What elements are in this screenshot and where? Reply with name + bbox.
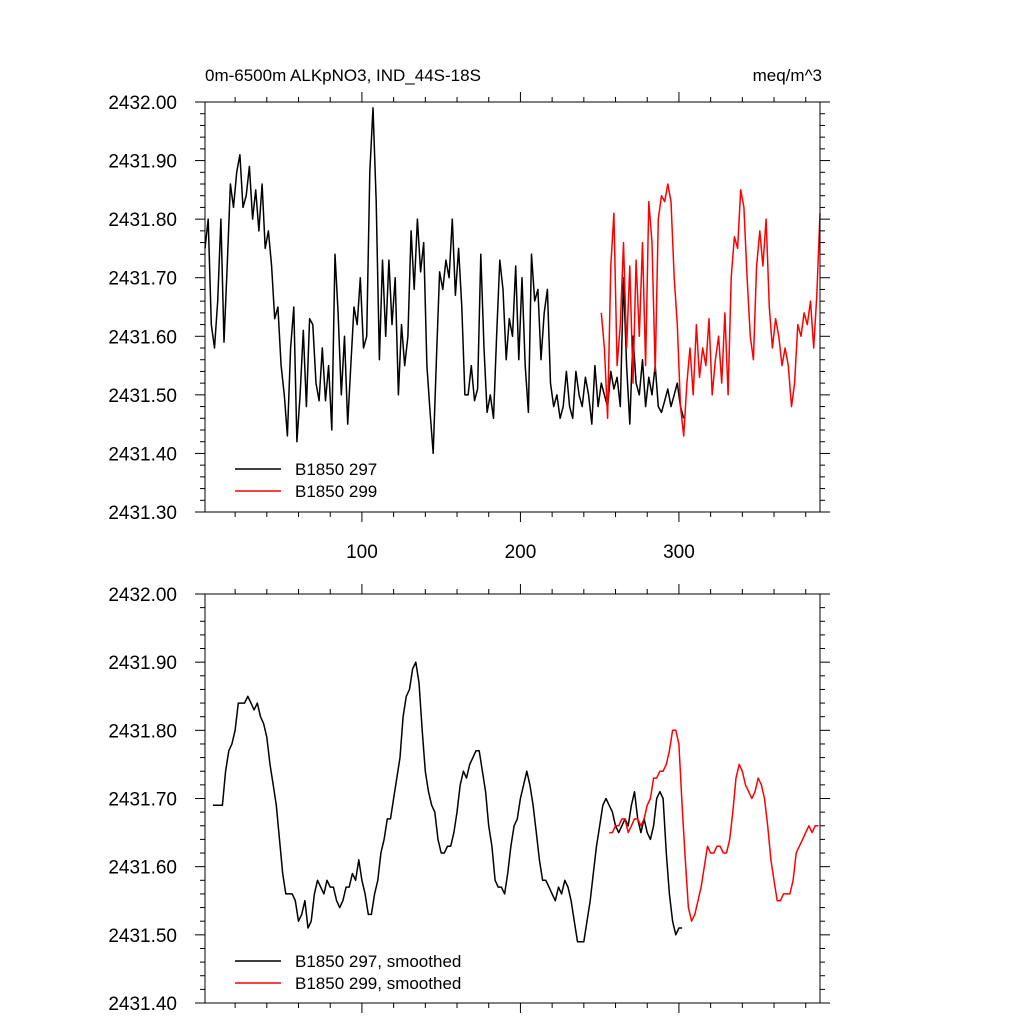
bottom-legend-label-297: B1850 297, smoothed — [295, 952, 461, 971]
bottom-panel: 2431.40 2431.50 2431.60 2431.70 2431.80 2431.… — [108, 584, 830, 1015]
top-legend-label-299: B1850 299 — [295, 482, 377, 501]
top-ytick-label: 2432.00 — [108, 93, 177, 114]
bottom-ytick-label: 2431.40 — [108, 994, 177, 1015]
bottom-ytick-label: 2431.60 — [108, 858, 177, 879]
top-ytick-label: 2431.60 — [108, 327, 177, 348]
top-series-line-297 — [204, 107, 685, 455]
bottom-series — [212, 661, 819, 943]
top-ytick-label: 2431.70 — [108, 269, 177, 290]
top-ytick-label: 2431.50 — [108, 386, 177, 407]
top-plot-frame — [204, 101, 821, 513]
bottom-ytick-label: 2431.50 — [108, 926, 177, 947]
bottom-series-line-299 — [609, 729, 819, 922]
top-series-line-299 — [600, 183, 821, 437]
bottom-legend: B1850 297, smoothed B1850 299, smoothed — [235, 952, 461, 993]
bottom-plot-frame — [204, 593, 821, 1004]
top-legend: B1850 297 B1850 299 — [235, 460, 377, 501]
bottom-ytick-label: 2431.80 — [108, 721, 177, 742]
top-series — [204, 107, 821, 455]
top-ytick-label: 2431.30 — [108, 503, 177, 524]
bottom-ytick-label: 2432.00 — [108, 585, 177, 606]
top-panel: 0m-6500m ALKpNO3, IND_44S-18S meq/m^3 24… — [108, 66, 830, 563]
top-ticks: 2431.30 2431.40 2431.50 2431.60 2431.70 2431.… — [108, 92, 830, 563]
top-ytick-label: 2431.40 — [108, 444, 177, 465]
bottom-ytick-label: 2431.70 — [108, 790, 177, 811]
top-xtick-label: 300 — [663, 542, 695, 563]
top-xtick-label: 100 — [346, 542, 378, 563]
bottom-ytick-label: 2431.90 — [108, 653, 177, 674]
top-title: 0m-6500m ALKpNO3, IND_44S-18S — [205, 66, 481, 85]
top-xtick-label: 200 — [505, 542, 537, 563]
bottom-ticks: 2431.40 2431.50 2431.60 2431.70 2431.80 2431.… — [108, 584, 830, 1015]
top-ytick-label: 2431.90 — [108, 152, 177, 173]
bottom-series-line-297 — [212, 661, 683, 943]
top-legend-label-297: B1850 297 — [295, 460, 377, 479]
bottom-legend-label-299: B1850 299, smoothed — [295, 974, 461, 993]
top-ytick-label: 2431.80 — [108, 210, 177, 231]
top-units: meq/m^3 — [753, 66, 822, 85]
